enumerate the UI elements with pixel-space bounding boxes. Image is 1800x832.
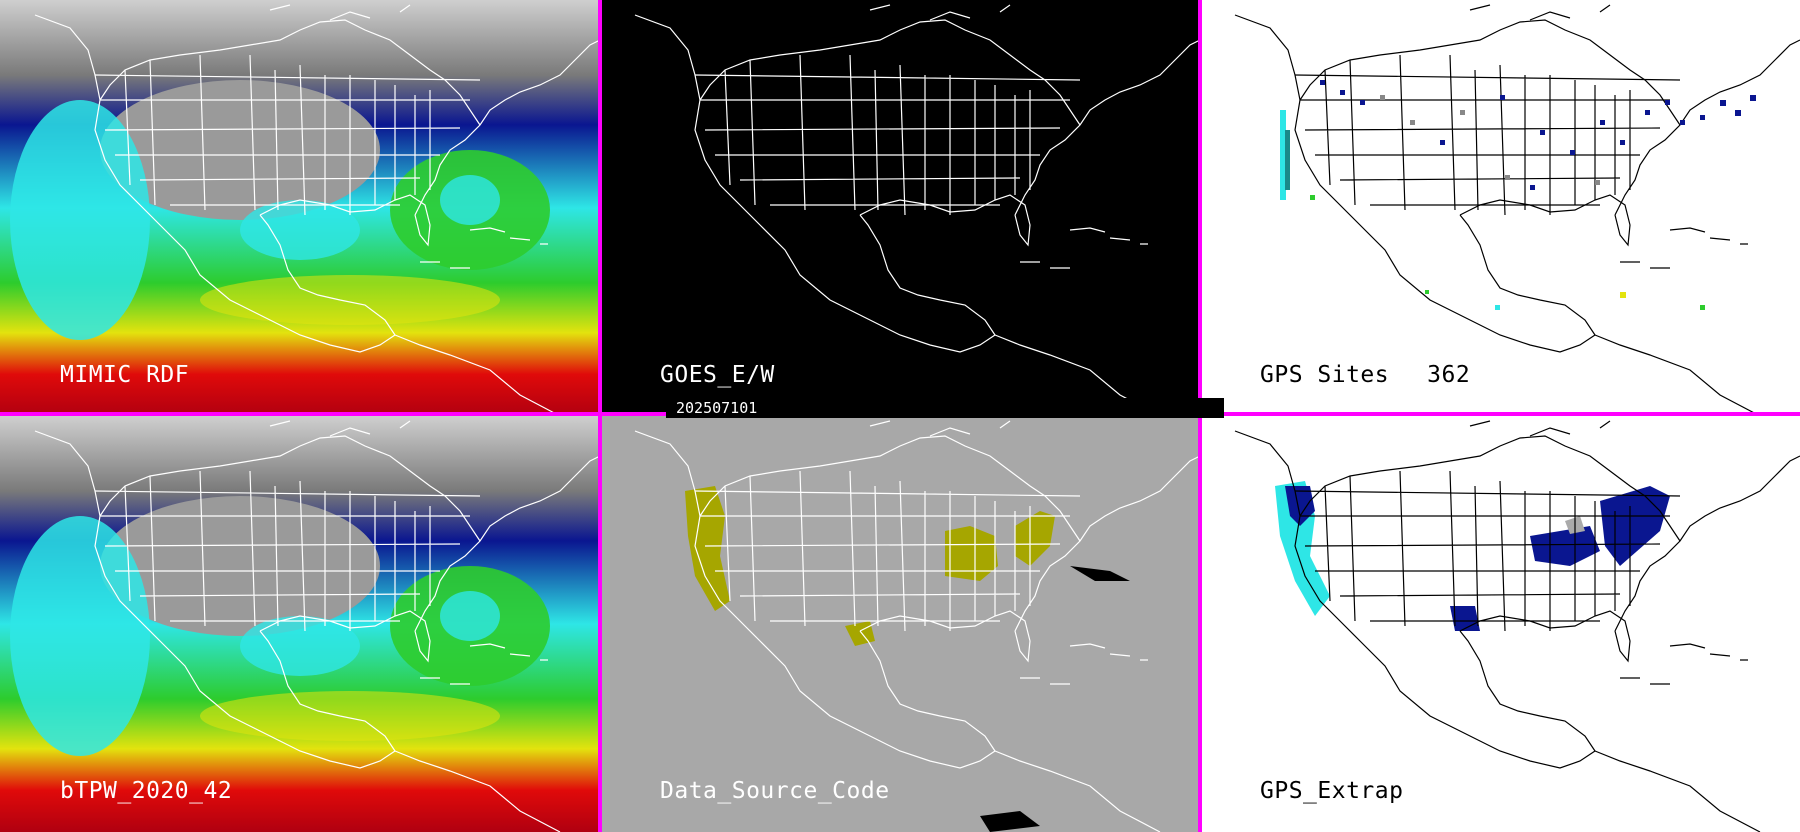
date-stamp: 202507101 — [666, 398, 1224, 418]
panel-label: Data_Source_Code — [660, 778, 890, 804]
panel-label: bTPW_2020_42 — [60, 778, 233, 804]
panel-label: GOES_E/W — [660, 362, 775, 388]
no-data-regions — [980, 566, 1130, 832]
extrapolated-regions — [1275, 481, 1670, 631]
panel-goes-ew: GOES_E/W — [600, 0, 1200, 416]
panel-data-source-code: Data_Source_Code — [600, 416, 1200, 832]
panel-btpw: bTPW_2020_42 — [0, 416, 600, 832]
panel-label: GPS_Extrap — [1260, 778, 1404, 804]
divider-vertical-left — [598, 0, 602, 832]
panel-gps-sites: GPS Sites 362 — [1200, 0, 1800, 416]
gps-site-markers — [1280, 80, 1756, 310]
data-source-regions — [685, 486, 1055, 646]
panel-label: MIMIC RDF — [60, 362, 190, 388]
panel-label-text: GPS Sites — [1260, 362, 1390, 388]
panel-label: GPS Sites 362 — [1260, 362, 1470, 388]
site-count: 362 — [1427, 362, 1471, 388]
panel-mimic-rdf: MIMIC RDF — [0, 0, 600, 416]
panel-gps-extrap: GPS_Extrap — [1200, 416, 1800, 832]
